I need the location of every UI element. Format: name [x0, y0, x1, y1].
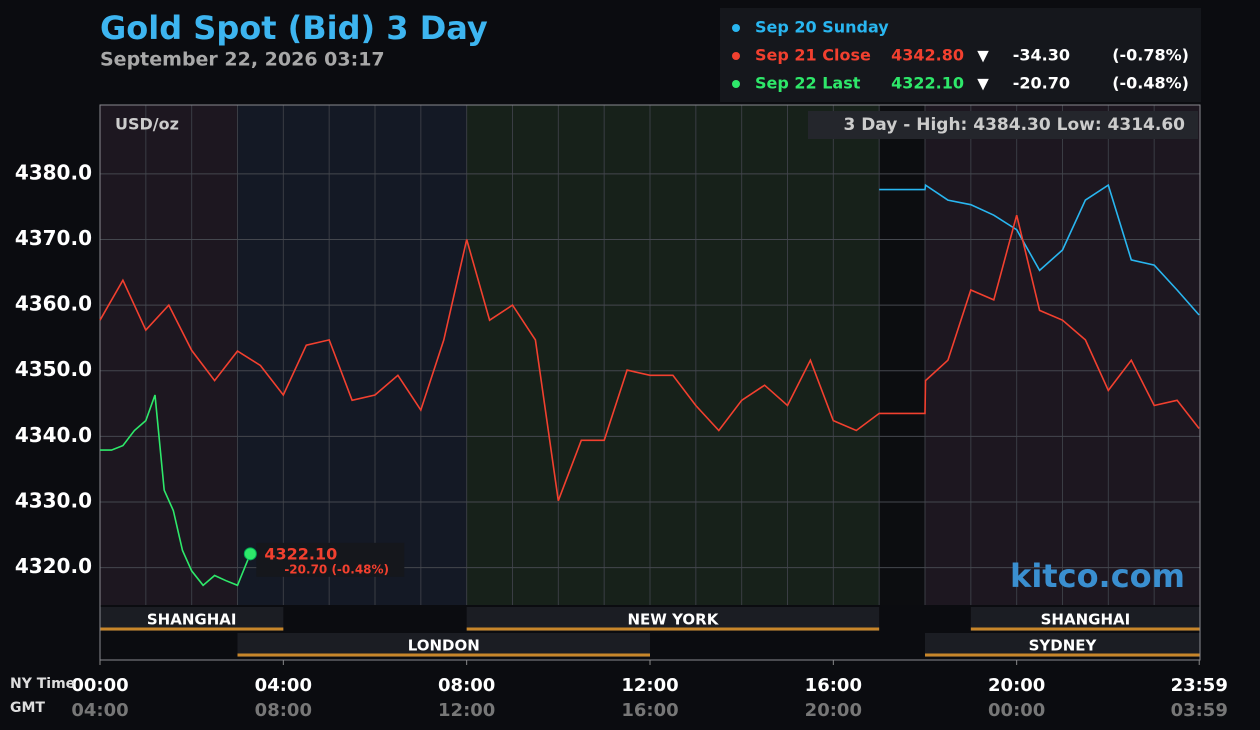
- range-label: 3 Day - High: 4384.30 Low: 4314.60: [843, 115, 1185, 135]
- session-bar: [100, 607, 284, 631]
- legend-name: Sep 20 Sunday: [755, 18, 889, 37]
- x-row-label: NY Time: [10, 676, 75, 692]
- price-line: [100, 394, 252, 587]
- legend-name: Sep 21 Close: [755, 46, 871, 65]
- unit-label: USD/oz: [115, 115, 179, 134]
- x-tick-label-gmt: 16:00: [621, 700, 678, 721]
- x-tick-label-gmt: 20:00: [805, 700, 862, 721]
- x-tick-label: 12:00: [621, 675, 678, 696]
- legend-change: -34.30: [1013, 46, 1070, 65]
- y-tick-label: 4330.0: [15, 488, 92, 512]
- price-line: [879, 183, 1200, 316]
- x-tick-label-gmt: 08:00: [255, 700, 312, 721]
- y-tick-label: 4320.0: [15, 554, 92, 578]
- x-tick-label-gmt: 03:59: [1171, 700, 1228, 721]
- x-tick-label-gmt: 00:00: [988, 700, 1045, 721]
- price-line: [99, 214, 1200, 501]
- last-point: [243, 547, 257, 561]
- session-label: SHANGHAI: [147, 611, 237, 629]
- last-label-box: [256, 542, 405, 577]
- legend-change: -20.70: [1013, 74, 1070, 93]
- y-tick-label: 4360.0: [15, 292, 92, 316]
- legend-dot: [732, 52, 740, 60]
- legend-dot: [732, 24, 740, 32]
- y-tick-label: 4380.0: [15, 160, 92, 184]
- session-bar: [970, 607, 1200, 631]
- legend-pct: (-0.48%): [1112, 74, 1189, 93]
- session-shade: [466, 105, 880, 605]
- chart-title: Gold Spot (Bid) 3 Day: [100, 9, 488, 47]
- x-tick-label-gmt: 12:00: [438, 700, 495, 721]
- last-change: -20.70 (-0.48%): [284, 562, 389, 576]
- y-tick-label: 4340.0: [15, 423, 92, 447]
- last-label: 4322.10: [264, 544, 337, 563]
- session-shade: [100, 105, 238, 605]
- session-shade: [879, 105, 925, 605]
- session-bar: [466, 607, 880, 631]
- x-tick-label: 00:00: [71, 675, 128, 696]
- plot-frame: [99, 104, 1201, 661]
- chart-subtitle: September 22, 2026 03:17: [100, 49, 385, 71]
- legend-arrow: ▼: [977, 47, 989, 65]
- session-bar: [925, 633, 1200, 657]
- legend-value: 4322.10: [891, 74, 964, 93]
- x-tick-label-gmt: 04:00: [71, 700, 128, 721]
- range-box: [808, 111, 1198, 139]
- legend-arrow: ▼: [977, 75, 989, 93]
- watermark: kitco.com: [1010, 557, 1185, 595]
- legend-value: 4342.80: [891, 46, 964, 65]
- y-tick-label: 4370.0: [15, 226, 92, 250]
- session-label: SHANGHAI: [1041, 611, 1131, 629]
- legend-pct: (-0.78%): [1112, 46, 1189, 65]
- session-label: LONDON: [408, 637, 480, 655]
- session-bar: [237, 633, 650, 657]
- x-tick-label: 23:59: [1171, 675, 1228, 696]
- legend-dot: [732, 80, 740, 88]
- session-label: NEW YORK: [628, 611, 720, 629]
- y-tick-label: 4350.0: [15, 357, 92, 381]
- session-label: SYDNEY: [1029, 637, 1098, 655]
- legend-box: [720, 8, 1201, 102]
- x-tick-label: 08:00: [438, 675, 495, 696]
- x-tick-label: 04:00: [255, 675, 312, 696]
- legend-name: Sep 22 Last: [755, 74, 861, 93]
- x-tick-label: 16:00: [805, 675, 862, 696]
- session-shade: [237, 105, 467, 605]
- x-tick-label: 20:00: [988, 675, 1045, 696]
- x-row-label: GMT: [10, 700, 45, 716]
